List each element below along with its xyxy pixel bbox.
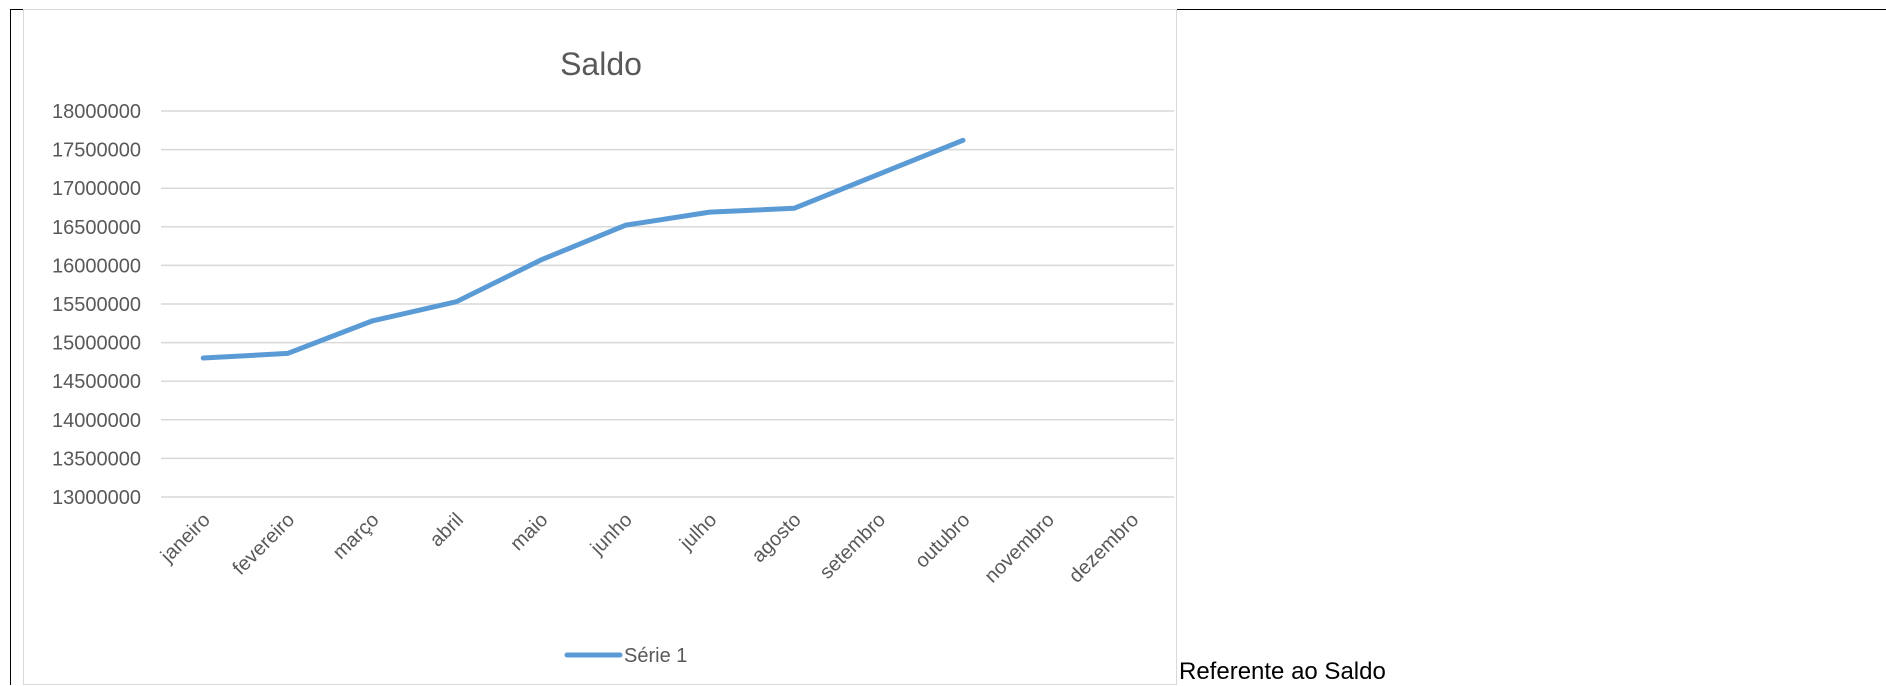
y-tick-label: 14000000	[52, 410, 141, 432]
x-tick-label: novembro	[980, 509, 1058, 587]
chart-title: Saldo	[560, 46, 642, 82]
line-chart: Saldo 13000000 13500000 14000000 14500000 15…	[52, 46, 1174, 667]
y-tick-label: 17000000	[52, 178, 141, 200]
legend: Série 1	[564, 645, 687, 667]
y-tick-label: 16500000	[52, 217, 141, 239]
series-line	[200, 137, 966, 361]
x-tick-label: junho	[586, 509, 637, 560]
x-tick-label: outubro	[911, 509, 975, 573]
x-tick-label: janeiro	[156, 509, 215, 568]
y-axis-tick-labels: 13000000 13500000 14000000 14500000 15000000…	[52, 101, 141, 509]
legend-label: Série 1	[624, 645, 687, 667]
y-tick-label: 13000000	[52, 487, 141, 509]
x-tick-label: agosto	[748, 509, 806, 567]
gridlines	[161, 110, 1174, 498]
y-tick-label: 15500000	[52, 294, 141, 316]
caption-text: Referente ao Saldo	[1179, 658, 1386, 685]
y-tick-label: 16000000	[52, 255, 141, 277]
x-tick-label: abril	[426, 509, 468, 551]
y-tick-label: 15000000	[52, 333, 141, 355]
y-tick-label: 13500000	[52, 448, 141, 470]
x-tick-label: dezembro	[1065, 509, 1143, 587]
x-tick-label: maio	[506, 509, 552, 555]
y-tick-label: 17500000	[52, 140, 141, 162]
x-tick-label: julho	[675, 509, 721, 555]
y-tick-label: 14500000	[52, 371, 141, 393]
series-lines	[200, 137, 966, 361]
x-tick-label: fevereiro	[229, 509, 300, 580]
y-tick-label: 18000000	[52, 101, 141, 123]
x-tick-label: março	[329, 509, 384, 564]
chart-frame: Saldo 13000000 13500000 14000000 14500000 15…	[23, 9, 1177, 685]
x-axis-tick-labels: janeiro fevereiro março abril maio junho julho…	[156, 509, 1143, 587]
x-tick-label: setembro	[816, 509, 891, 584]
